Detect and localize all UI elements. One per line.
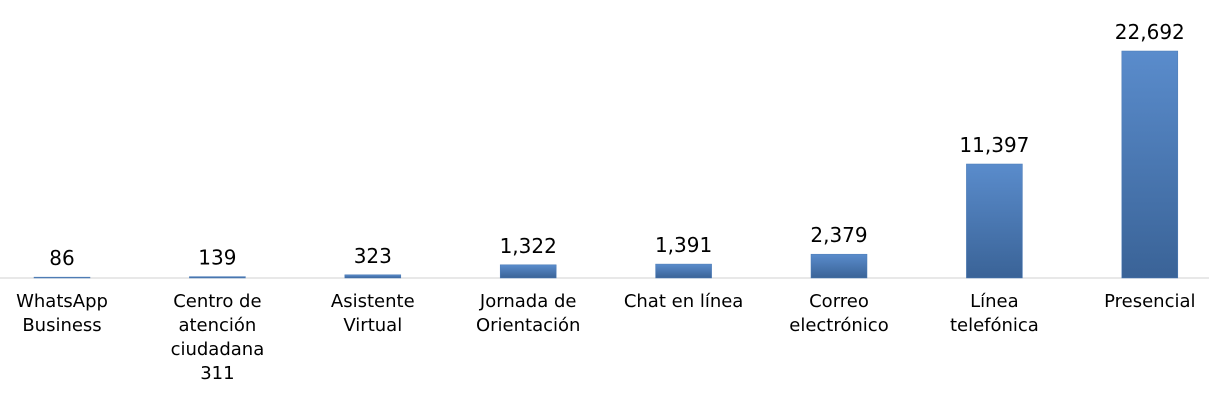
bar <box>655 263 712 279</box>
data-label: 1,391 <box>655 233 712 257</box>
data-label: 11,397 <box>959 133 1029 157</box>
x-tick-label: Correo electrónico <box>789 291 889 336</box>
x-tick-label: Centro de atención ciudadana 311 <box>170 291 265 384</box>
x-tick-label: Asistente Virtual <box>330 291 415 336</box>
bar <box>499 264 557 279</box>
bar <box>1121 50 1179 279</box>
x-tick-label: Jornada de Orientación <box>475 291 581 336</box>
data-label: 1,322 <box>500 234 557 258</box>
bar <box>810 253 868 279</box>
x-tick-label: Presencial <box>1104 291 1196 312</box>
data-label: 323 <box>354 244 392 268</box>
bar <box>33 276 91 279</box>
data-label: 22,692 <box>1115 20 1185 44</box>
data-label: 139 <box>198 246 236 270</box>
x-tick-label: Chat en línea <box>623 291 744 312</box>
bar <box>966 163 1023 279</box>
bar <box>189 276 246 279</box>
data-label: 86 <box>49 246 74 270</box>
x-tick-label: Línea telefónica <box>949 291 1039 336</box>
x-tick-label: WhatsApp Business <box>16 291 108 336</box>
data-label: 2,379 <box>810 223 867 247</box>
bar <box>344 274 402 279</box>
